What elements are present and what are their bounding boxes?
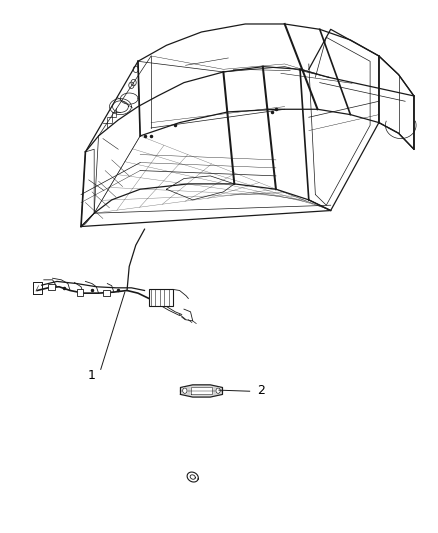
Polygon shape [180, 385, 223, 397]
Bar [48, 284, 55, 290]
Bar [77, 289, 83, 296]
Circle shape [183, 388, 187, 393]
Text: 2: 2 [257, 384, 265, 397]
Circle shape [216, 388, 220, 393]
Polygon shape [191, 387, 212, 394]
Bar [103, 290, 110, 296]
Text: 1: 1 [88, 369, 96, 382]
FancyBboxPatch shape [149, 289, 173, 306]
